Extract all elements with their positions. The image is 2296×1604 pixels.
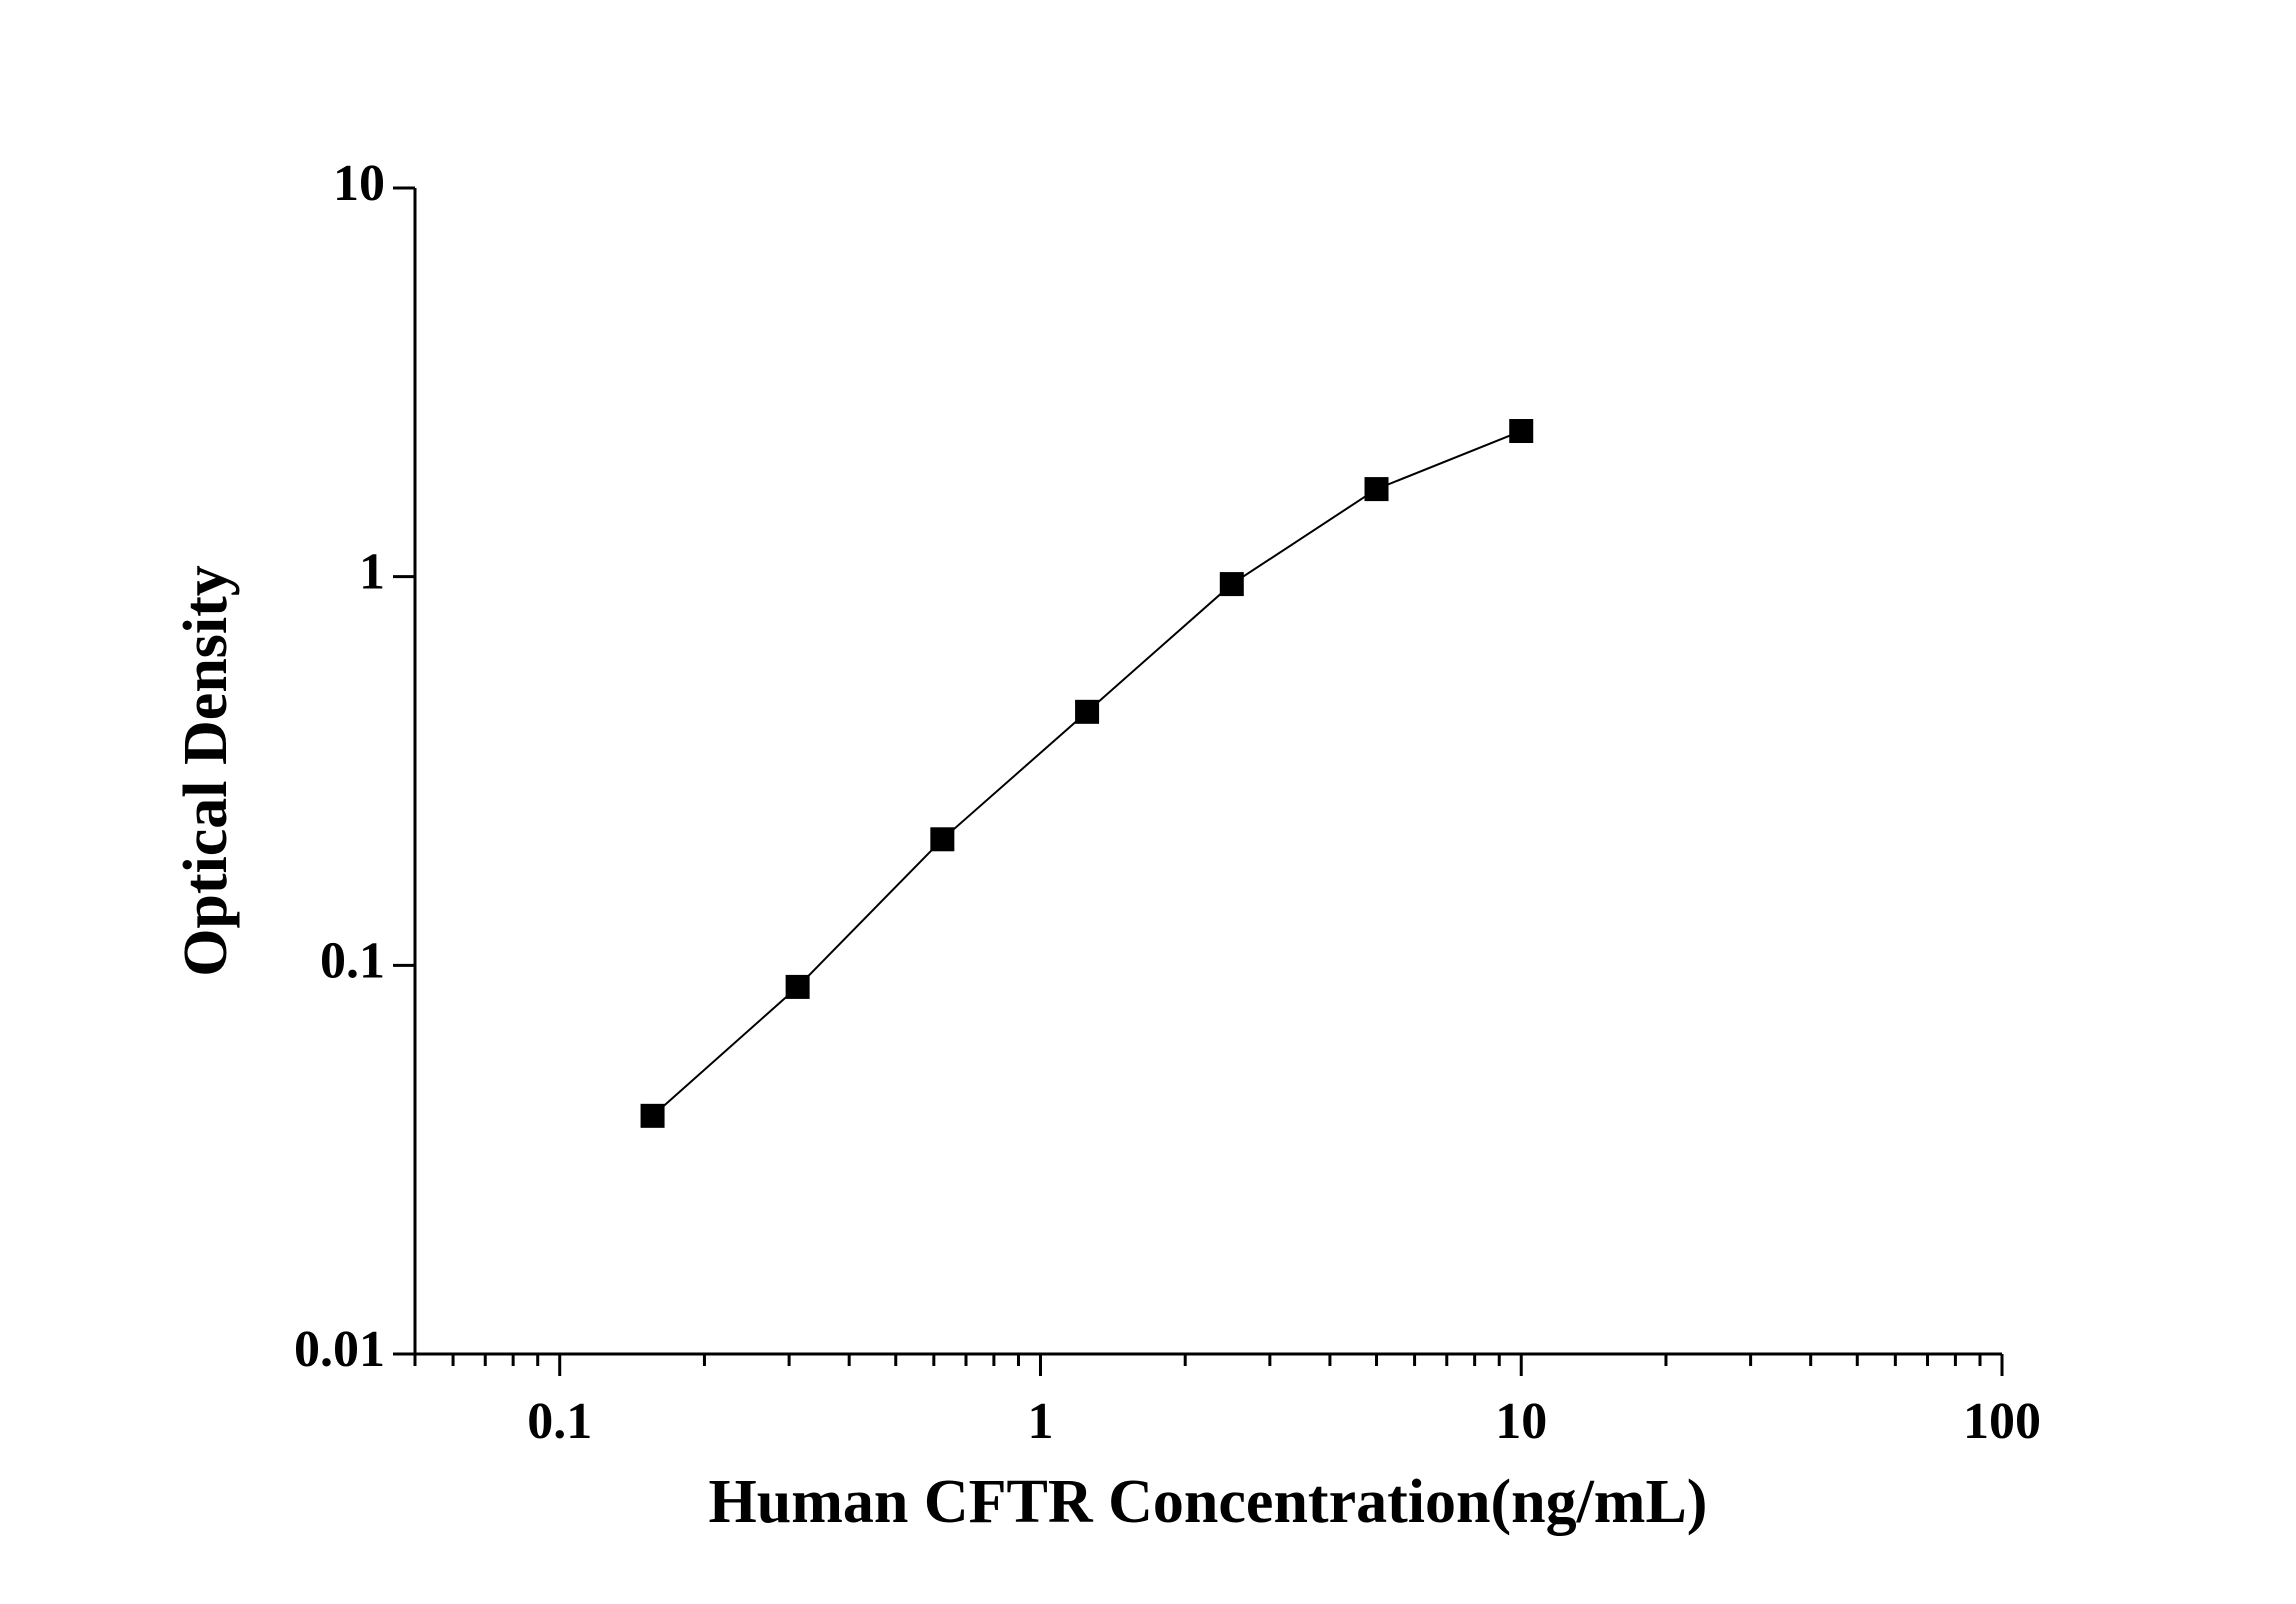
x-tick-label: 100: [1963, 1393, 2041, 1450]
y-tick-label: 0.1: [320, 932, 385, 989]
x-tick-label: 0.1: [527, 1393, 592, 1450]
data-point: [785, 974, 810, 999]
x-tick-label: 10: [1495, 1393, 1547, 1450]
data-point: [1509, 419, 1534, 444]
series-line: [651, 430, 1522, 1117]
x-axis-title: Human CFTR Concentration(ng/mL): [709, 1468, 1708, 1536]
data-point: [930, 827, 955, 852]
x-tick-label: 1: [1027, 1393, 1053, 1450]
data-point: [1075, 699, 1100, 724]
data-point: [640, 1103, 665, 1128]
y-tick-label: 10: [333, 155, 385, 212]
y-axis-title: Optical Density: [172, 565, 240, 977]
data-point: [1364, 477, 1389, 502]
y-tick-label: 1: [359, 544, 385, 601]
y-tick-label: 0.01: [294, 1321, 385, 1378]
data-point: [1219, 572, 1244, 597]
